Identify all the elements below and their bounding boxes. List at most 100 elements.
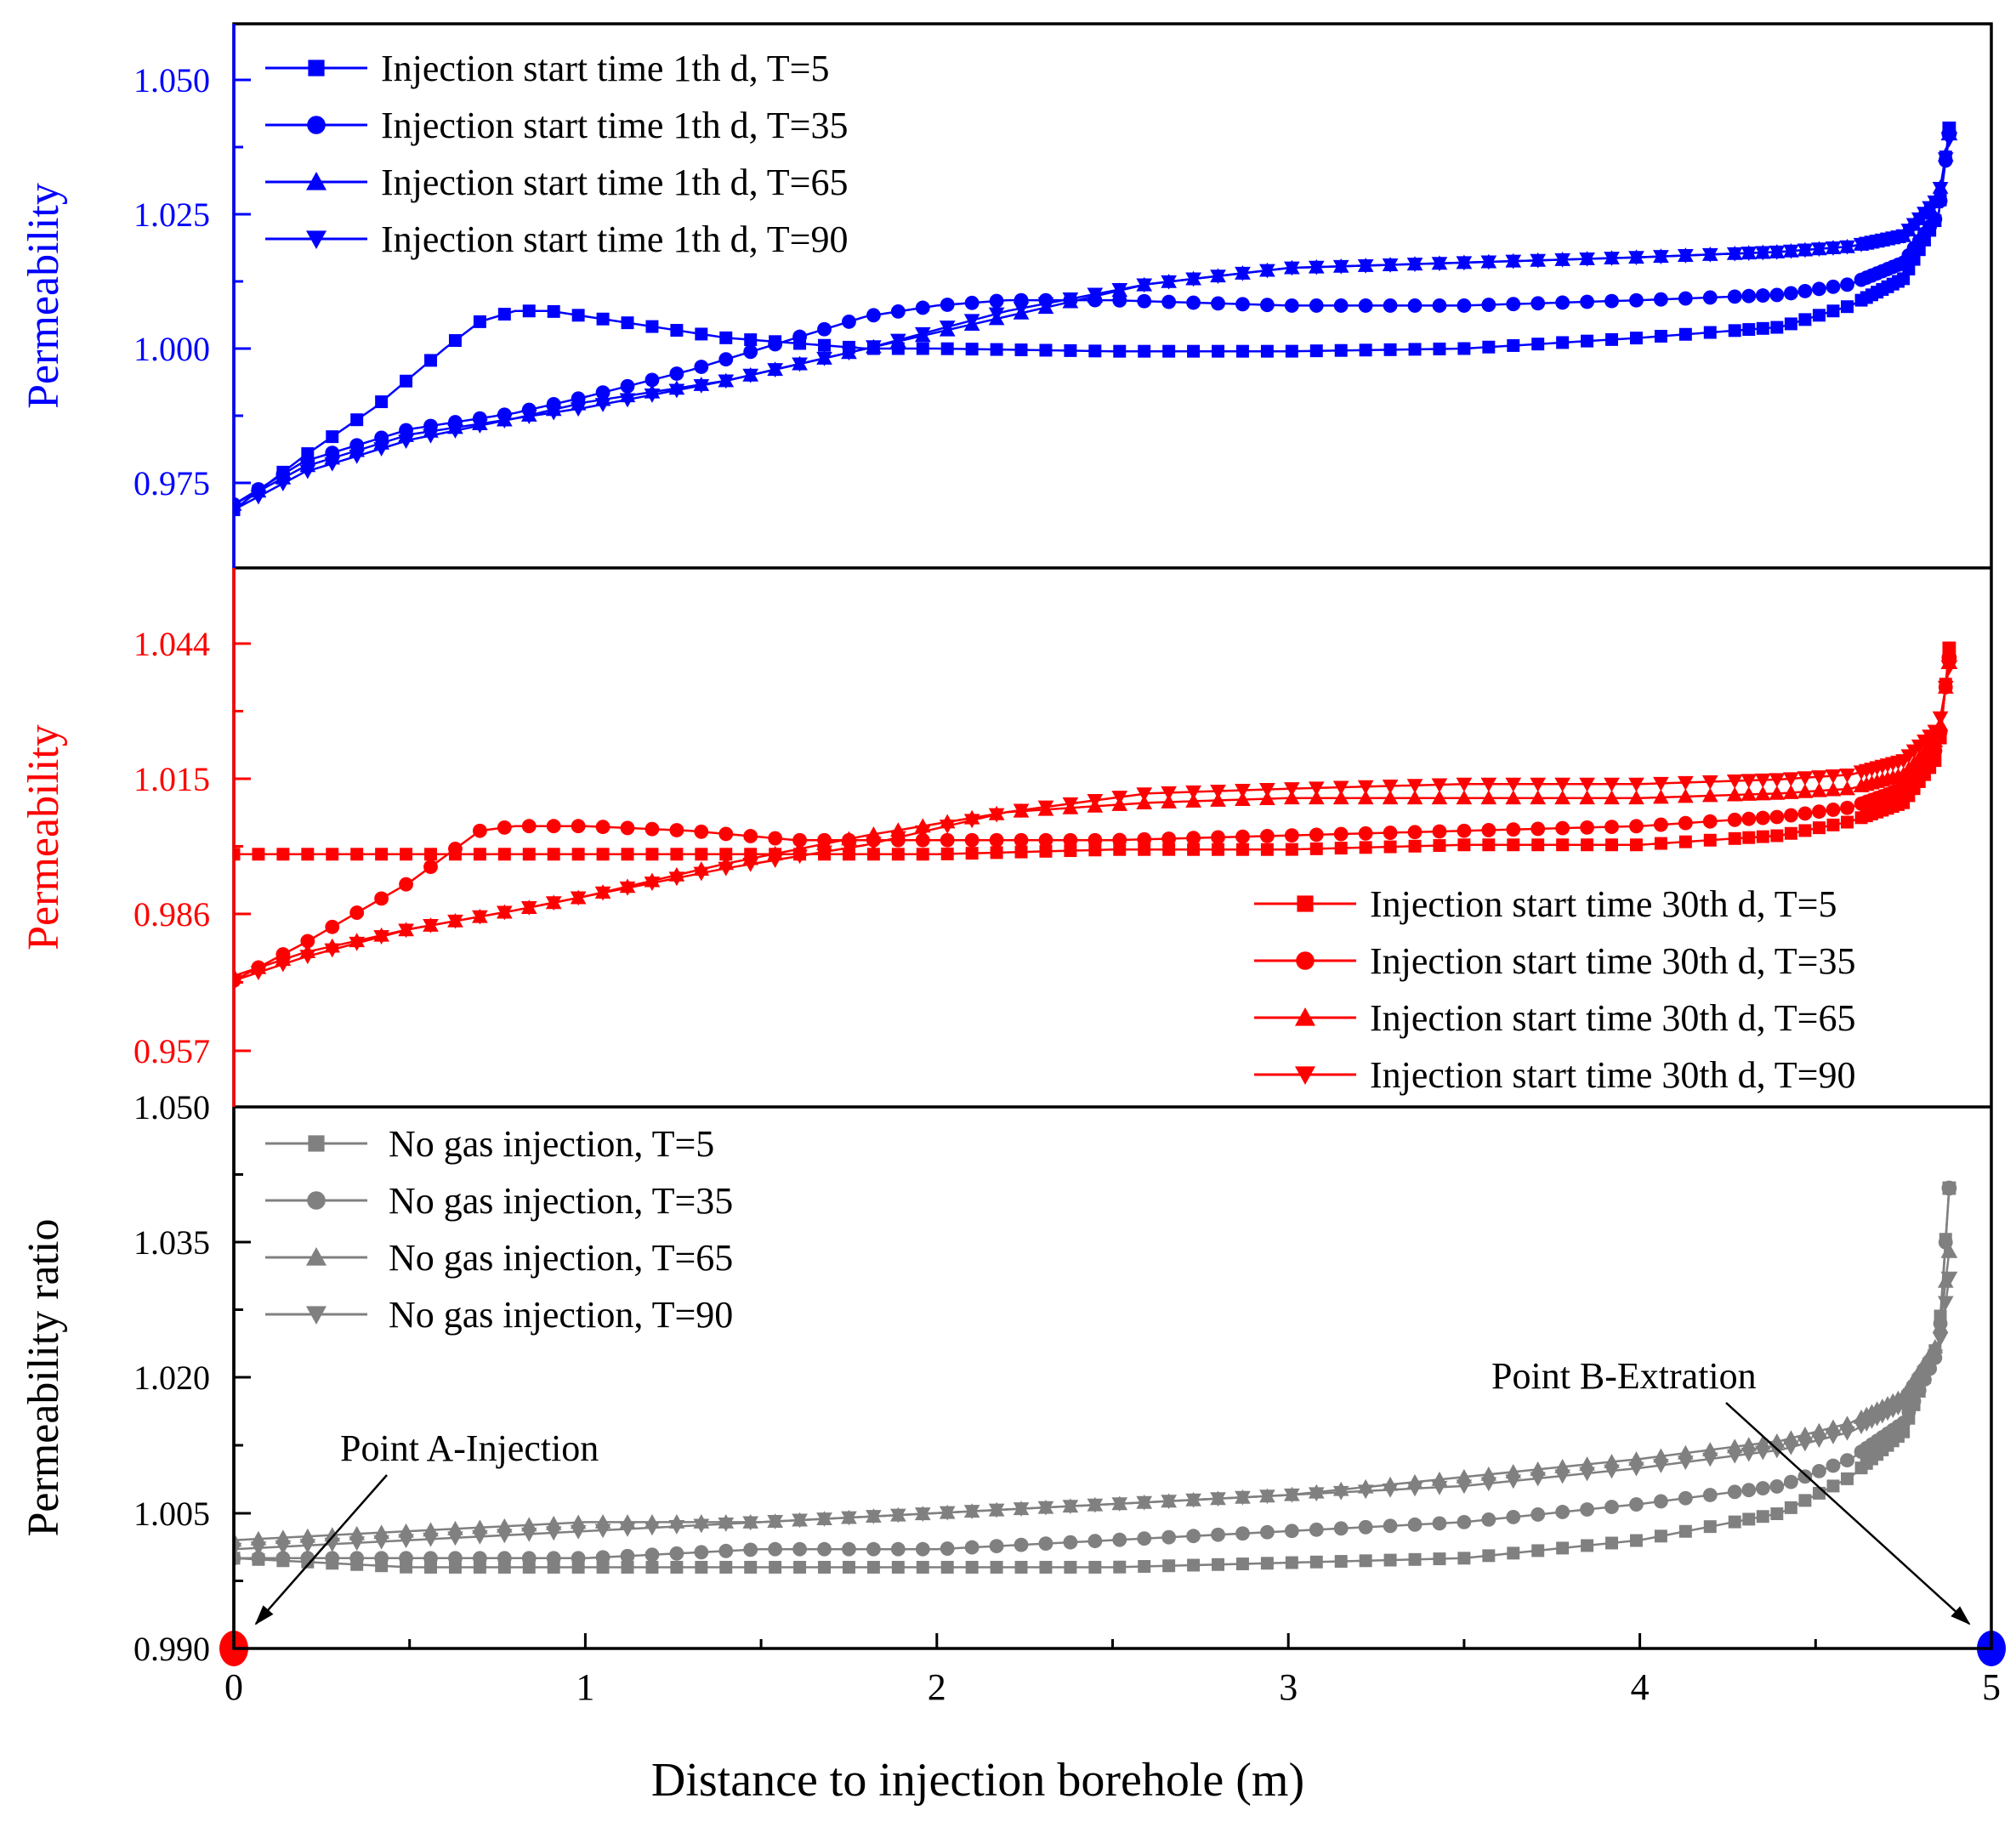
series-marker-triangle-down [841, 346, 857, 361]
series-marker-circle [669, 823, 684, 837]
series-marker-circle [1812, 1463, 1826, 1478]
series-marker-square [1260, 344, 1274, 358]
series-marker-circle [1727, 289, 1742, 304]
series-marker-triangle-down [718, 374, 735, 389]
series-marker-triangle-down [1283, 261, 1300, 276]
series-marker-triangle-down [1062, 797, 1079, 812]
series-marker-circle [915, 300, 930, 315]
series-marker-circle [1727, 812, 1742, 827]
series-marker-triangle-down [742, 857, 759, 872]
series-marker-square [547, 848, 560, 861]
series-marker-triangle-down [1111, 283, 1128, 298]
series-marker-triangle-down [1308, 260, 1325, 275]
series-marker-circle [768, 337, 783, 352]
series-marker-triangle-down [447, 914, 463, 929]
series-marker-square [1770, 1507, 1784, 1521]
series-marker-triangle-down [1431, 778, 1448, 793]
series-marker-circle [1014, 832, 1029, 848]
series-marker-square [1383, 1553, 1397, 1567]
series-marker-square [547, 304, 560, 318]
series-marker-triangle-down [1825, 241, 1842, 256]
series-marker-square [1359, 343, 1372, 357]
series-marker-triangle-up [1505, 790, 1522, 805]
series-marker-square [1507, 1546, 1520, 1560]
series-marker-triangle-down [1235, 783, 1251, 798]
series-marker-triangle-down [1797, 243, 1814, 258]
series-middle-3 [234, 660, 1958, 989]
series-top-3 [234, 132, 1958, 518]
series-marker-triangle-down [447, 424, 463, 439]
series-marker-square [891, 848, 905, 861]
series-marker-square [1359, 1554, 1372, 1568]
series-marker-circle [1383, 826, 1398, 840]
series-marker-circle [1358, 1519, 1373, 1535]
series-marker-triangle-down [1825, 769, 1842, 784]
series-marker-circle [915, 832, 930, 848]
annotation-1: Point B-Extration [1491, 1355, 2006, 1666]
series-marker-square [1162, 843, 1176, 856]
series-marker-triangle-down [1111, 791, 1128, 805]
series-marker-triangle-down [398, 1534, 414, 1549]
annotation-0: Point A-Injection [219, 1427, 599, 1666]
legend-item: Injection start time 30th d, T=35 [1254, 940, 1855, 982]
series-marker-circle [718, 826, 734, 842]
series-marker-triangle-down [1456, 1479, 1473, 1495]
series-marker-square [1812, 821, 1826, 835]
series-marker-circle [1481, 1512, 1496, 1527]
series-marker-triangle-down [1604, 1464, 1620, 1479]
series-marker-square [670, 324, 684, 337]
series-marker-circle [1457, 823, 1472, 838]
series-marker-triangle-up [1701, 787, 1718, 803]
series-marker-circle [1112, 832, 1127, 848]
series-marker-circle [1530, 1507, 1546, 1522]
series-marker-circle [521, 819, 537, 834]
series-marker-triangle-down [299, 950, 316, 965]
series-marker-triangle-down [1037, 1501, 1054, 1516]
series-marker-square [990, 1560, 1003, 1574]
series-marker-triangle-down [1726, 247, 1743, 262]
series-marker-triangle-down [1940, 132, 1958, 148]
series-marker-triangle-down [963, 314, 980, 329]
series-marker-circle [1333, 1521, 1349, 1536]
series-marker-triangle-up [1554, 790, 1571, 805]
panel-middle: 0.957 0.986 1.015 1.044 Permeability Injectio… [20, 568, 1958, 1107]
legend-item: Injection start time 1th d, T=35 [265, 105, 848, 146]
series-marker-triangle-down [1308, 781, 1325, 797]
series-marker-triangle-down [1283, 1488, 1300, 1503]
series-marker-square [1014, 343, 1028, 356]
series-marker-circle [1629, 292, 1644, 308]
series-marker-square [1162, 344, 1176, 358]
series-marker-square [1457, 342, 1471, 355]
series-marker-triangle-down [1357, 258, 1374, 274]
series-marker-circle [1309, 298, 1324, 313]
series-marker-circle [1457, 1514, 1472, 1529]
series-marker-triangle-down [718, 861, 735, 877]
y-tick-label: 1.035 [133, 1223, 210, 1262]
series-marker-circle [497, 1551, 512, 1566]
series-marker-square [965, 847, 979, 860]
series-marker-triangle-down [1530, 777, 1547, 792]
series-marker-square [1235, 1557, 1249, 1571]
series-marker-triangle-down [1480, 255, 1497, 270]
series-marker-triangle-down [1087, 287, 1104, 303]
series-marker-triangle-down [1013, 803, 1030, 819]
series-marker-triangle-down [1210, 784, 1226, 799]
series-marker-triangle-down [914, 1507, 931, 1522]
series-marker-square [1014, 845, 1028, 859]
series-marker-square [424, 354, 437, 367]
series-marker-circle [890, 1541, 906, 1557]
series-marker-square [1703, 326, 1717, 339]
series-marker-square [1812, 309, 1826, 322]
series-marker-circle [1755, 1481, 1770, 1495]
series-marker-triangle-down [1431, 1480, 1448, 1495]
series-marker-square [719, 1560, 733, 1574]
series-marker-triangle-up [1927, 733, 1944, 747]
series-marker-triangle-down [570, 891, 587, 906]
series-marker-square [1841, 815, 1854, 829]
series-marker-triangle-down [275, 1540, 292, 1555]
series-marker-circle [1769, 1479, 1785, 1494]
series-marker-triangle-down [1677, 249, 1694, 264]
series-marker-triangle-down [1701, 1452, 1718, 1467]
series-marker-square [1798, 1494, 1812, 1507]
series-marker-circle [1928, 212, 1943, 227]
